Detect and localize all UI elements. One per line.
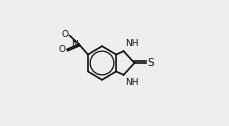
Text: O: O [61, 30, 68, 39]
Text: NH: NH [125, 39, 139, 48]
Text: N: N [72, 40, 78, 49]
Text: O: O [59, 45, 66, 54]
Text: S: S [147, 58, 154, 68]
Text: NH: NH [125, 78, 139, 87]
